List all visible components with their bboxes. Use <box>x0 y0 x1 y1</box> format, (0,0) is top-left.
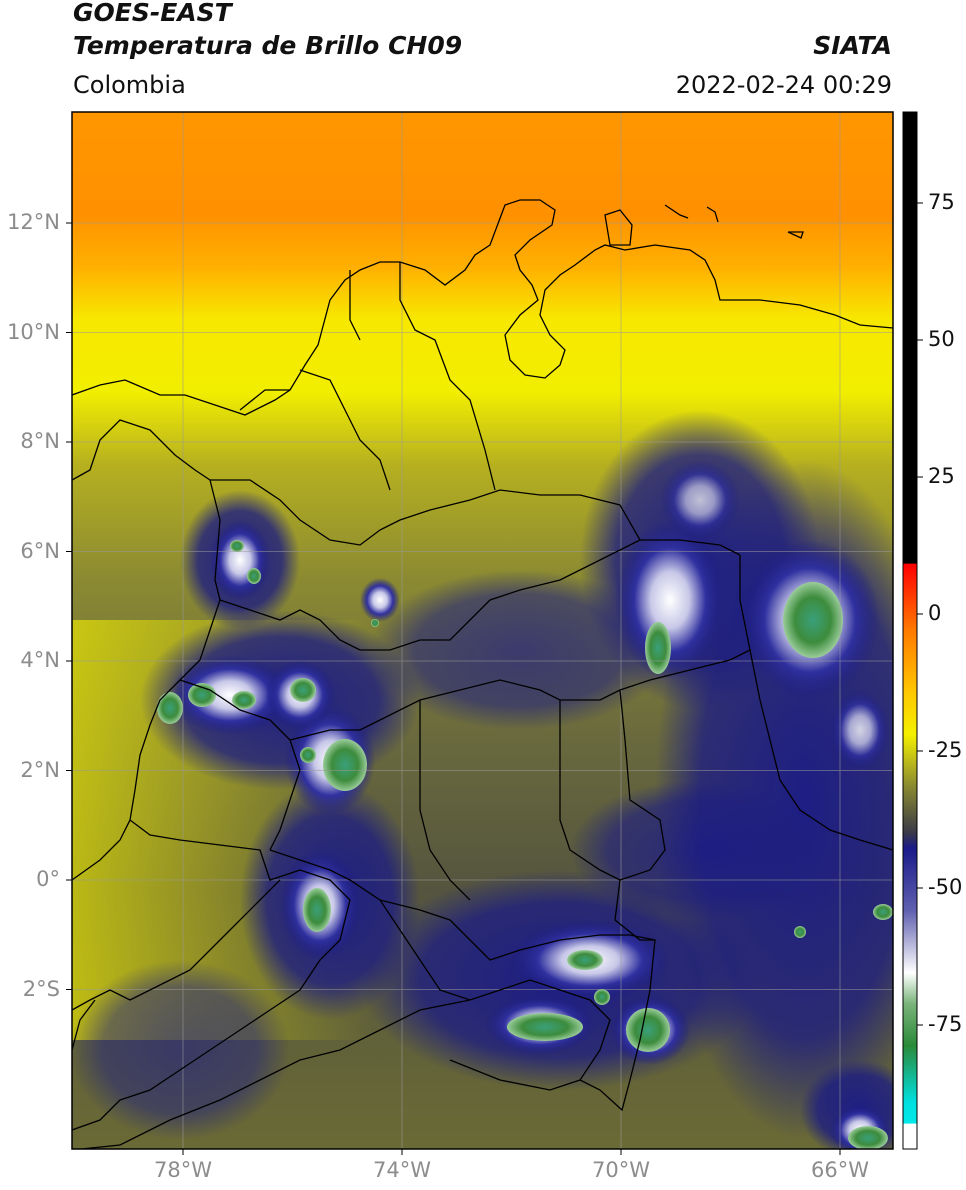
agency-label: SIATA <box>813 31 892 60</box>
colorbar-tick-label: 75 <box>928 190 955 214</box>
lon-tick-label: 66°W <box>811 1158 869 1182</box>
colorbar <box>902 111 918 1150</box>
cloud-systems <box>72 410 893 1149</box>
gridlines <box>72 112 893 1149</box>
map-frame <box>71 111 894 1150</box>
region-label: Colombia <box>73 71 186 99</box>
colorbar-tick-label: 0 <box>928 601 942 625</box>
lat-tick-label: 2°S <box>22 976 60 1001</box>
colorbar-ticks <box>917 202 923 1026</box>
lat-tick-label: 8°N <box>20 429 60 453</box>
timestamp-label: 2022-02-24 00:29 <box>675 71 892 99</box>
lon-tick-label: 74°W <box>373 1158 431 1182</box>
country-borders <box>72 199 893 1149</box>
lat-tick-label: 0° <box>36 867 60 891</box>
axis-ticks <box>66 222 841 1155</box>
lon-tick-label: 70°W <box>592 1158 650 1182</box>
lat-tick-label: 4°N <box>20 648 60 672</box>
lat-tick-label: 12°N <box>7 210 60 234</box>
colorbar-tick-label: 25 <box>928 464 955 488</box>
lat-tick-label: 2°N <box>20 757 60 782</box>
lat-tick-label: 10°N <box>7 319 60 344</box>
colorbar-tick-label: -50 <box>928 875 963 899</box>
satellite-title: GOES-EAST <box>73 0 232 27</box>
lon-tick-label: 78°W <box>154 1158 212 1182</box>
colorbar-tick-label: 50 <box>928 327 955 351</box>
lat-tick-label: 6°N <box>20 538 60 563</box>
colorbar-tick-label: -25 <box>928 738 963 762</box>
colorbar-tick-label: -75 <box>928 1012 963 1036</box>
product-title: Temperatura de Brillo CH09 <box>73 31 463 60</box>
